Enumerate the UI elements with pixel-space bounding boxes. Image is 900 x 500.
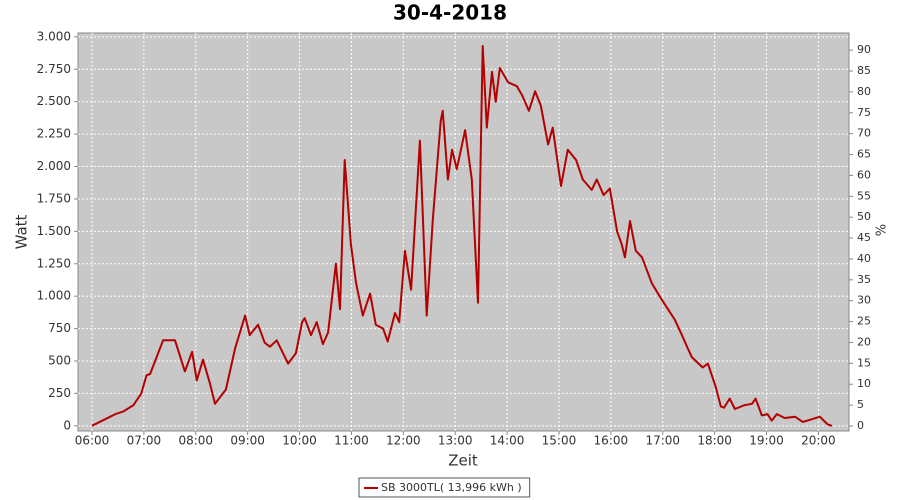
y2-tick-label: 85 [857, 64, 871, 77]
y-tick-label: 2.250 [37, 127, 71, 141]
y-tick-label: 0 [63, 418, 71, 432]
y2-tick-label: 55 [857, 189, 871, 202]
y2-tick-label: 30 [857, 294, 871, 307]
y-tick-label: 1.750 [37, 191, 71, 205]
y-tick-label: 1.250 [37, 256, 71, 270]
y-tick-label: 500 [48, 353, 71, 367]
y2-tick-label: 45 [857, 231, 871, 244]
y2-tick-label: 5 [857, 398, 864, 411]
x-tick-label: 17:00 [645, 434, 680, 448]
y-tick-label: 250 [48, 386, 71, 400]
x-tick-label: 16:00 [594, 434, 629, 448]
y2-tick-label: 15 [857, 356, 871, 369]
legend-box [358, 477, 531, 498]
y2-tick-label: 20 [857, 335, 871, 348]
y-axis-label: Watt [13, 214, 31, 249]
x-tick-label: 20:00 [801, 434, 836, 448]
x-tick-label: 10:00 [282, 434, 317, 448]
plot-area [77, 32, 850, 432]
x-tick-label: 14:00 [490, 434, 525, 448]
legend-label: SB 3000TL( 13,996 kWh ) [381, 481, 522, 494]
x-tick-label: 09:00 [230, 434, 265, 448]
y2-tick-label: 65 [857, 148, 871, 161]
y2-tick-label: 60 [857, 168, 871, 181]
x-axis-label: Zeit [448, 452, 478, 470]
y2-tick-label: 80 [857, 85, 871, 98]
x-tick-label: 18:00 [697, 434, 732, 448]
y2-tick-label: 0 [857, 419, 864, 432]
chart-title: 30-4-2018 [393, 1, 507, 25]
x-tick-label: 07:00 [127, 434, 162, 448]
y-tick-label: 2.750 [37, 62, 71, 76]
y2-tick-label: 75 [857, 106, 871, 119]
y2-tick-label: 90 [857, 43, 871, 56]
y2-tick-label: 50 [857, 210, 871, 223]
x-tick-label: 12:00 [386, 434, 421, 448]
y2-tick-label: 10 [857, 377, 871, 390]
x-tick-label: 08:00 [178, 434, 213, 448]
y-tick-label: 2.500 [37, 94, 71, 108]
x-tick-label: 15:00 [542, 434, 577, 448]
y2-tick-label: 25 [857, 315, 871, 328]
x-tick-label: 19:00 [749, 434, 784, 448]
x-tick-label: 06:00 [75, 434, 110, 448]
y-tick-label: 3.000 [37, 29, 71, 43]
y2-tick-label: 70 [857, 127, 871, 140]
x-tick-label: 11:00 [334, 434, 369, 448]
y2-tick-label: 35 [857, 273, 871, 286]
data-line [91, 45, 833, 427]
y-tick-label: 1.500 [37, 224, 71, 238]
y-tick-label: 750 [48, 321, 71, 335]
y-tick-label: 2.000 [37, 159, 71, 173]
y2-axis-label: % [875, 224, 890, 236]
y-tick-label: 1.000 [37, 289, 71, 303]
x-tick-label: 13:00 [438, 434, 473, 448]
y2-tick-label: 40 [857, 252, 871, 265]
